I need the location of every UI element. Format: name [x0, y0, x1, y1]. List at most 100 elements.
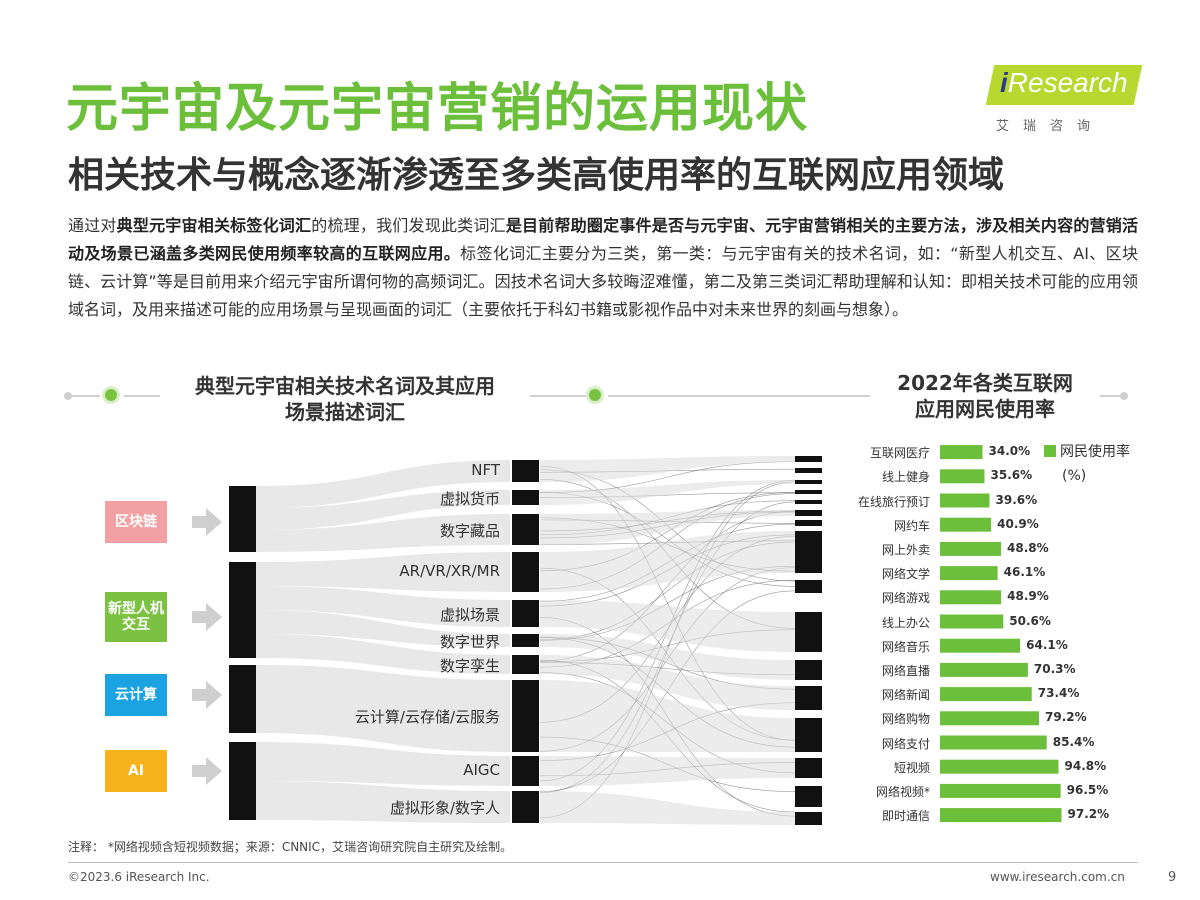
usage-bar — [940, 590, 1002, 605]
divider-line — [124, 395, 160, 397]
bar-value-label: 39.6% — [995, 492, 1038, 507]
bar-value-label: 40.9% — [997, 516, 1039, 531]
bar-value-label: 79.2% — [1045, 710, 1087, 725]
term-label: 虚拟场景 — [439, 605, 500, 624]
arrow-icon — [192, 508, 222, 536]
page-number: 9 — [1168, 870, 1177, 885]
term-node — [512, 600, 539, 627]
term-label: AR/VR/XR/MR — [399, 562, 500, 580]
flow-band — [256, 742, 510, 786]
flow-band — [540, 680, 795, 752]
term-node — [512, 490, 539, 505]
usage-bar — [940, 808, 1062, 823]
app-label: 即时通信 — [881, 809, 930, 824]
bar-value-label: 48.8% — [1007, 540, 1049, 555]
flow-band — [540, 531, 795, 592]
page-title: 元宇宙及元宇宙营销的运用现状 — [66, 79, 809, 139]
usage-bar — [940, 614, 1004, 629]
category-node — [229, 742, 256, 820]
flow-band — [540, 634, 795, 680]
category-node — [229, 562, 256, 658]
logo-cn: 艾瑞咨询 — [996, 119, 1105, 134]
usage-bar — [940, 687, 1032, 702]
flow-band — [256, 781, 510, 823]
term-label: 数字藏品 — [439, 521, 500, 540]
bar-value-label: 35.6% — [990, 468, 1033, 483]
app-node — [795, 531, 822, 573]
usage-bar — [940, 517, 992, 532]
bar-value-label: 97.2% — [1067, 807, 1110, 822]
flow-band — [256, 460, 510, 508]
bar-value-label: 94.8% — [1064, 758, 1107, 773]
app-label: 线上办公 — [881, 615, 930, 630]
flow-band — [256, 552, 510, 592]
logo-text: iResearch — [1000, 67, 1128, 98]
intro-bold-2: 是目前帮助圈定事件是否与元宇宙、元宇宙营销相关的主要方法，涉及相关内容的营销活动… — [68, 216, 1138, 263]
bar-value-label: 73.4% — [1037, 686, 1080, 701]
app-label: 线上健身 — [881, 470, 930, 485]
app-node — [795, 480, 822, 484]
section-dot-left — [102, 386, 120, 404]
usage-bar — [940, 493, 990, 508]
term-label: 虚拟形象/数字人 — [389, 799, 500, 817]
app-node — [795, 612, 822, 652]
term-label: 云计算/云存储/云服务 — [354, 708, 500, 726]
category-node — [229, 665, 256, 733]
iresearch-logo: iResearch 艾瑞咨询 — [985, 63, 1143, 134]
app-label: 网上外卖 — [881, 542, 930, 557]
divider-dot — [64, 392, 72, 400]
arrow-icon — [192, 757, 222, 785]
usage-bar — [940, 662, 1028, 677]
flow-band — [256, 490, 510, 530]
flow-band — [256, 665, 510, 752]
intro-bold-1: 典型元宇宙相关标签化词汇 — [116, 216, 312, 235]
term-node — [512, 756, 539, 786]
flow-band — [256, 514, 510, 552]
term-label: NFT — [471, 461, 500, 479]
usage-bar — [940, 711, 1039, 726]
category-box-1: 新型人机交互 — [105, 592, 167, 642]
divider-line — [72, 395, 100, 397]
flow-band — [540, 480, 795, 505]
flow-band — [540, 791, 795, 825]
app-node — [795, 490, 822, 494]
term-node — [512, 791, 539, 823]
flow-band — [540, 600, 795, 652]
term-label: 数字世界 — [439, 632, 500, 651]
term-node — [512, 460, 539, 482]
app-label: 在线旅行预订 — [857, 494, 930, 509]
flow-band — [540, 510, 795, 545]
bar-value-label: 34.0% — [988, 444, 1031, 459]
legend-swatch — [1044, 445, 1056, 457]
bar-value-label: 70.3% — [1033, 661, 1076, 676]
app-node — [795, 660, 822, 680]
term-label: AIGC — [463, 761, 500, 779]
app-label: 网约车 — [893, 518, 930, 533]
app-label: 网络文学 — [881, 567, 930, 582]
app-node — [795, 456, 822, 462]
app-node — [795, 786, 822, 807]
app-label: 短视频 — [893, 760, 930, 775]
bar-value-label: 48.9% — [1007, 589, 1049, 604]
flow-band — [256, 586, 510, 627]
app-node — [795, 718, 822, 752]
app-label: 网络购物 — [881, 712, 930, 727]
website-link[interactable]: www.iresearch.com.cn — [990, 870, 1125, 884]
app-node — [795, 758, 822, 778]
bar-value-label: 96.5% — [1066, 782, 1109, 797]
app-node — [795, 580, 822, 593]
term-node — [512, 634, 539, 647]
section-heading-left: 典型元宇宙相关技术名词及其应用 场景描述词汇 — [195, 374, 495, 424]
term-node — [512, 680, 539, 752]
app-label: 网络游戏 — [881, 591, 930, 606]
category-node — [229, 486, 256, 552]
term-node — [512, 655, 539, 674]
app-node — [795, 468, 822, 473]
usage-bar — [940, 638, 1021, 653]
app-node — [795, 500, 822, 504]
category-box-2: 云计算 — [105, 674, 167, 716]
flow-band — [540, 456, 795, 482]
app-node — [795, 510, 822, 516]
term-node — [512, 552, 539, 592]
term-node — [512, 514, 539, 545]
